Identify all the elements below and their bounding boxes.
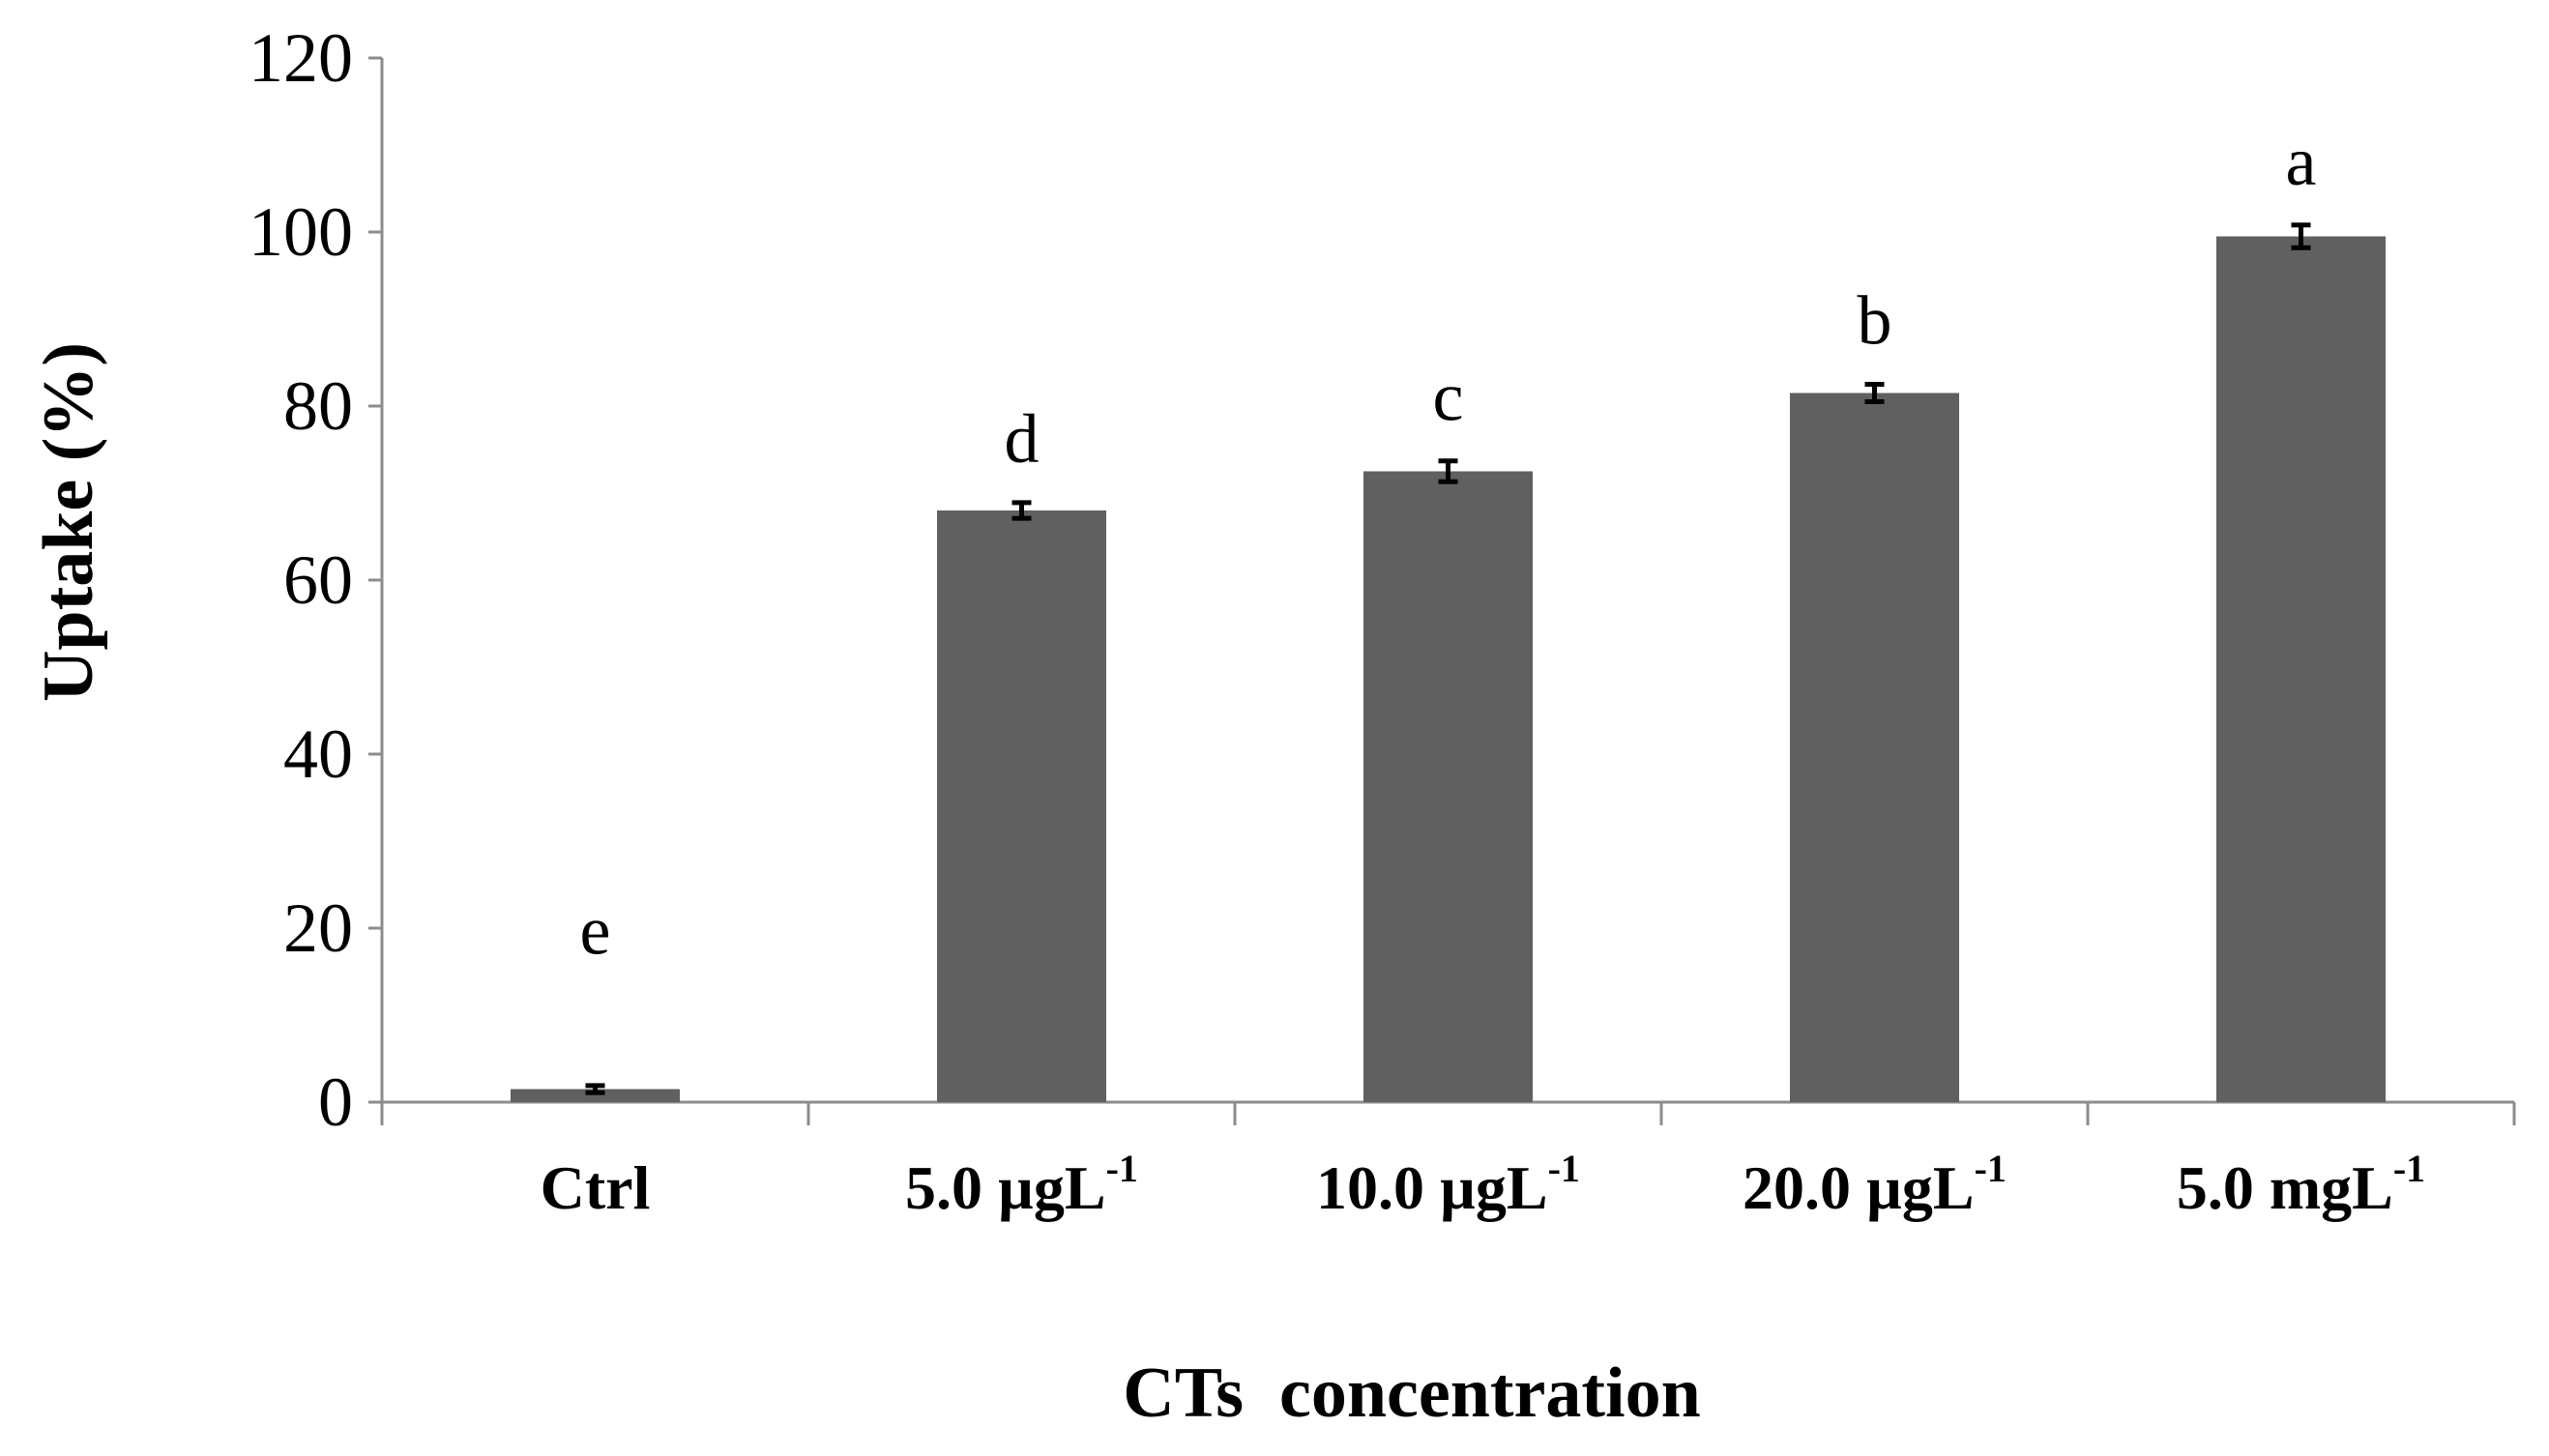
x-axis: Ctrl 5.0 µgL-1 10.0 µgL-1 20.0 µgL-1 5.0 mgL… [380,1100,2516,1222]
x-category-label: Ctrl [541,1153,651,1222]
bar [1363,471,1533,1102]
x-category-label-superscript: -1 [2393,1147,2425,1190]
x-category-label: 5.0 mgL-1 [2177,1147,2425,1222]
x-category-label-main: 5.0 µgL [905,1153,1106,1222]
bar [511,1089,680,1102]
y-tick-label: 120 [249,19,353,97]
y-tick-label: 60 [283,541,353,619]
y-tick-label: 20 [283,889,353,967]
x-category-label-superscript: -1 [1975,1147,2007,1190]
error-bar [1864,382,1885,404]
x-category-label-superscript: -1 [1106,1147,1138,1190]
x-category-label: 20.0 µgL-1 [1743,1147,2007,1222]
bar [2216,236,2386,1102]
significance-letter: d [1005,400,1040,478]
bar [1790,393,1959,1102]
y-tick-label: 100 [249,193,353,271]
error-bar [2291,222,2311,250]
significance-letter: c [1433,359,1464,436]
error-bar [585,1083,605,1095]
significance-letter: e [580,892,611,970]
x-category-label-superscript: -1 [1548,1147,1580,1190]
y-axis-title: Uptake (%) [29,342,108,702]
error-bar [1011,500,1032,521]
significance-letters: e d c b a [580,123,2317,970]
significance-letter: a [2286,123,2317,200]
x-category-label: 10.0 µgL-1 [1316,1147,1580,1222]
significance-letter: b [1858,282,1892,360]
bar [937,510,1106,1102]
x-category-label: 5.0 µgL-1 [905,1147,1138,1222]
y-tick-label: 40 [283,715,353,793]
y-axis: 0 20 40 60 80 100 120 [249,19,384,1141]
error-bars [585,222,2311,1095]
x-axis-title: CTs concentration [1123,1354,1701,1433]
x-category-label-main: 5.0 mgL [2177,1153,2393,1222]
bars [511,236,2386,1102]
y-tick-label: 80 [283,367,353,445]
y-tick-label: 0 [318,1063,353,1141]
error-bar [1438,458,1458,484]
x-category-label-main: 20.0 µgL [1743,1153,1975,1222]
x-category-label-main: Ctrl [541,1153,651,1222]
x-category-label-main: 10.0 µgL [1316,1153,1548,1222]
